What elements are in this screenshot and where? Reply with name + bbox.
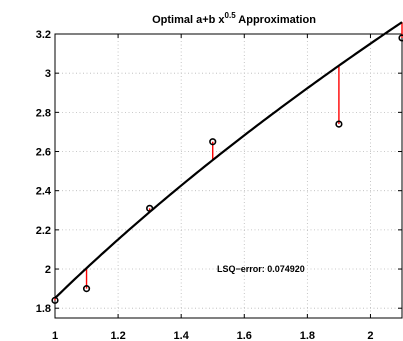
data-point	[146, 204, 154, 212]
x-tick-label: 1.4	[174, 330, 190, 341]
plot-frame	[54, 33, 403, 319]
x-tick-label: 1.8	[300, 330, 315, 341]
y-tick-labels: 1.8 2 2.2 2.4 2.6 2.8 3 3.2	[36, 29, 52, 315]
y-tick-label: 3	[45, 68, 51, 80]
residuals	[54, 22, 403, 301]
x-tick-label: 2	[367, 330, 373, 341]
chart-title: Optimal a+b x0.5 Approximation	[152, 11, 316, 26]
y-tick-label: 2.2	[36, 225, 51, 237]
fit-curve	[54, 21, 403, 299]
chart-title-exponent: 0.5	[225, 11, 237, 20]
x-tick-label: 1.6	[237, 330, 252, 341]
data-point	[398, 34, 403, 42]
chart-title-tail: Approximation	[236, 14, 317, 26]
data-points	[51, 34, 403, 304]
lsq-error-annotation: LSQ−error: 0.074920	[217, 264, 305, 274]
y-tick-label: 2.6	[36, 147, 51, 159]
chart-title-main: Optimal a+b x	[152, 14, 225, 26]
x-tick-label: 1.2	[110, 330, 125, 341]
y-tick-label: 2.8	[36, 107, 51, 119]
data-point	[209, 138, 217, 146]
data-point	[51, 296, 59, 304]
x-tick-labels: 1 1.2 1.4 1.6 1.8 2	[52, 330, 374, 341]
x-tick-label: 1	[52, 330, 58, 341]
data-point	[82, 285, 91, 293]
data-point	[335, 120, 343, 128]
y-tick-label: 1.8	[36, 303, 51, 315]
y-tick-label: 3.2	[36, 29, 51, 41]
grid	[54, 33, 402, 318]
y-tick-label: 2	[45, 264, 51, 276]
ticks	[54, 33, 402, 318]
y-tick-label: 2.4	[36, 186, 52, 198]
